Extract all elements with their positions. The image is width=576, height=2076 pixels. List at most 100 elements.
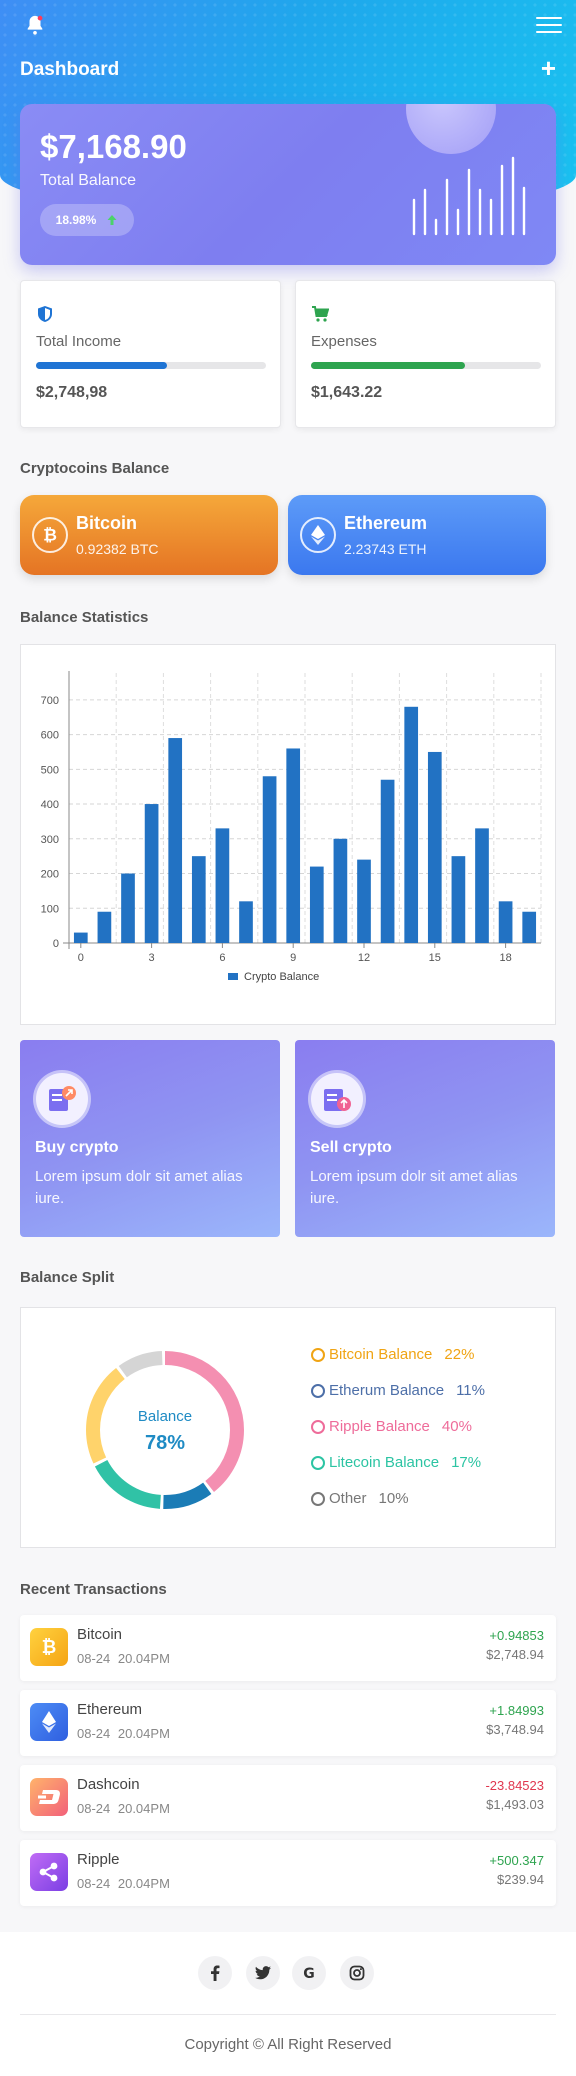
- y-tick-label: 100: [41, 903, 59, 915]
- instagram-icon[interactable]: [340, 1956, 374, 1990]
- y-tick-label: 0: [53, 938, 59, 950]
- svg-text:G: G: [303, 1966, 315, 1981]
- bar: [97, 911, 112, 943]
- buy-crypto-icon: [36, 1073, 88, 1125]
- x-tick-label: 12: [358, 952, 370, 964]
- legend-name: Ripple Balance: [329, 1418, 430, 1435]
- bar: [427, 751, 442, 943]
- bar: [215, 828, 230, 943]
- donut-center-label: Balance: [137, 1408, 193, 1425]
- transaction-date: 08-24 20.04PM: [77, 1651, 170, 1666]
- legend-ring-icon: [311, 1347, 325, 1362]
- bar: [191, 856, 206, 943]
- legend-percent: 10%: [378, 1490, 409, 1507]
- donut-center-value: 78%: [144, 1432, 186, 1454]
- legend-name: Etherum Balance: [329, 1382, 445, 1399]
- twitter-icon[interactable]: [246, 1956, 280, 1990]
- dashcoin-icon: [30, 1778, 68, 1816]
- legend-label: Crypto Balance: [244, 971, 319, 983]
- transaction-row-ripple[interactable]: Ripple 08-24 20.04PM +500.347 $239.94: [20, 1840, 556, 1906]
- transaction-date: 08-24 20.04PM: [77, 1801, 170, 1816]
- total-balance-amount: $7,168.90: [40, 128, 187, 165]
- bar: [309, 866, 324, 943]
- legend-name: Litecoin Balance: [329, 1454, 440, 1471]
- balance-statistics-chart-box: 0 100 200 300 400 500 600 700 0 3 6 9 12 15 18 Crypto B…: [20, 644, 556, 1025]
- add-button[interactable]: +: [540, 53, 556, 83]
- coin-amount: 2.23743 ETH: [344, 541, 427, 557]
- transaction-date: 08-24 20.04PM: [77, 1726, 170, 1741]
- transaction-name: Dashcoin: [77, 1776, 140, 1793]
- bar: [475, 828, 489, 943]
- balance-bar-chart: 0 100 200 300 400 500 600 700 0 3 6 9 12 15 18 Crypto B…: [41, 671, 542, 983]
- bar: [522, 911, 537, 943]
- arrow-up-icon: [107, 215, 117, 225]
- transaction-row-ethereum[interactable]: Ethereum 08-24 20.04PM +1.84993 $3,748.9…: [20, 1690, 556, 1756]
- transaction-value: $3,748.94: [486, 1722, 544, 1737]
- ethereum-icon: [30, 1703, 68, 1741]
- coin-amount: 0.92382 BTC: [76, 541, 159, 557]
- buy-crypto-card[interactable]: Buy crypto Lorem ipsum dolr sit amet ali…: [20, 1040, 280, 1237]
- sell-crypto-card[interactable]: Sell crypto Lorem ipsum dolr sit amet al…: [295, 1040, 555, 1237]
- transaction-value: $1,493.03: [486, 1797, 544, 1812]
- ethereum-coin-card[interactable]: Ethereum 2.23743 ETH: [288, 495, 546, 575]
- transaction-row-dashcoin[interactable]: Dashcoin 08-24 20.04PM -23.84523 $1,493.…: [20, 1765, 556, 1831]
- bar: [404, 706, 419, 943]
- bitcoin-coin-card[interactable]: ₿ Bitcoin 0.92382 BTC: [20, 495, 278, 575]
- balance-split-title: Balance Split: [20, 1269, 115, 1286]
- expenses-value: $1,643.22: [311, 384, 383, 401]
- buy-crypto-description: Lorem ipsum dolr sit amet alias iure.: [35, 1168, 243, 1207]
- transaction-change: +1.84993: [489, 1703, 544, 1718]
- footer-divider: [20, 2014, 556, 2015]
- balance-statistics-title: Balance Statistics: [20, 609, 149, 626]
- legend-percent: 17%: [451, 1454, 482, 1471]
- shopping-cart-icon: [312, 306, 329, 322]
- transaction-change: +500.347: [489, 1853, 544, 1868]
- balance-split-donut-chart: [86, 1351, 244, 1509]
- bar: [380, 779, 395, 943]
- bar: [498, 901, 513, 943]
- legend-item-etherum: Etherum Balance 11%: [311, 1382, 485, 1399]
- top-bar: [0, 0, 576, 50]
- sell-crypto-title: Sell crypto: [310, 1139, 392, 1156]
- bitcoin-icon: ₿: [32, 517, 68, 553]
- sell-crypto-icon: [311, 1073, 363, 1125]
- coin-name: Ethereum: [344, 513, 428, 533]
- google-icon[interactable]: G: [292, 1956, 326, 1990]
- buy-crypto-title: Buy crypto: [35, 1139, 119, 1156]
- recent-transactions-title: Recent Transactions: [20, 1581, 167, 1598]
- mini-bars-decoration: [412, 156, 526, 236]
- expenses-progress-fill: [311, 362, 466, 369]
- transaction-row-bitcoin[interactable]: ₿ Bitcoin 08-24 20.04PM +0.94853 $2,748.…: [20, 1615, 556, 1681]
- income-progress-fill: [36, 362, 168, 369]
- coin-name: Bitcoin: [76, 513, 137, 533]
- balance-change-value: 18.98%: [55, 213, 97, 227]
- notification-bell-icon[interactable]: [24, 14, 46, 36]
- facebook-icon[interactable]: [198, 1956, 232, 1990]
- legend-percent: 40%: [441, 1418, 472, 1435]
- legend-item-ripple: Ripple Balance 40%: [311, 1418, 472, 1435]
- copyright-text: Copyright © All Right Reserved: [184, 2036, 392, 2053]
- total-income-label: Total Income: [36, 333, 122, 350]
- transaction-name: Ripple: [77, 1851, 120, 1868]
- transaction-change: -23.84523: [485, 1778, 544, 1793]
- page-title: Dashboard: [20, 59, 120, 80]
- transaction-date: 08-24 20.04PM: [77, 1876, 170, 1891]
- expenses-card: Expenses $1,643.22: [295, 280, 556, 428]
- bar: [144, 804, 159, 943]
- transaction-change: +0.94853: [489, 1628, 544, 1643]
- total-balance-label: Total Balance: [40, 172, 137, 189]
- legend-percent: 11%: [456, 1382, 485, 1399]
- legend-name: Bitcoin Balance: [329, 1346, 433, 1363]
- transaction-value: $2,748.94: [486, 1647, 544, 1662]
- hamburger-menu-icon[interactable]: [536, 14, 562, 36]
- bar: [333, 838, 348, 943]
- expenses-label: Expenses: [311, 333, 377, 350]
- legend-item-bitcoin: Bitcoin Balance 22%: [311, 1346, 474, 1363]
- y-tick-label: 200: [41, 869, 59, 881]
- legend-ring-icon: [311, 1419, 325, 1434]
- ripple-icon: [30, 1853, 68, 1891]
- bar: [121, 873, 135, 943]
- donut-slice: [86, 1351, 244, 1509]
- total-income-card: Total Income $2,748,98: [20, 280, 281, 428]
- legend-item-litecoin: Litecoin Balance 17%: [311, 1454, 481, 1471]
